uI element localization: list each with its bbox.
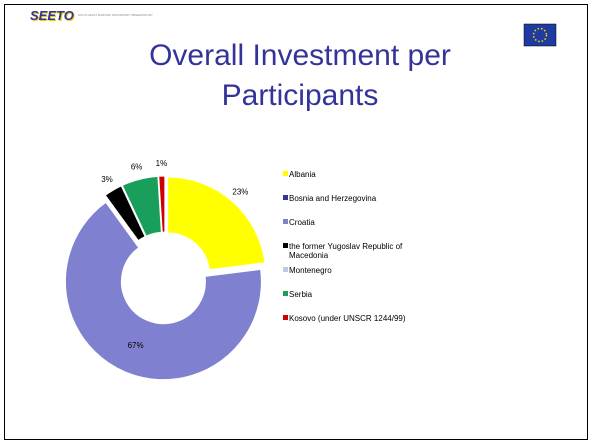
eu-flag [523,23,557,47]
legend-label: Serbia [289,290,313,299]
donut-slice [121,175,162,237]
logo: SEETO [30,8,74,23]
chart-title: Overall Investment per Participants [149,39,451,112]
legend-swatch [283,171,288,176]
legend-item: Kosovo (under UNSCR 1244/99) [283,314,413,338]
legend-swatch [283,315,288,320]
legend-label: Kosovo (under UNSCR 1244/99) [289,314,406,323]
donut-slice [158,175,166,233]
legend-swatch [283,219,288,224]
donut-slice [64,201,262,381]
data-label: 1% [156,159,168,168]
donut-slice [121,185,146,237]
slide-border [4,4,588,440]
legend-label: Montenegro [289,266,332,275]
legend-item: Bosnia and Herzegovina [283,194,413,218]
legend-swatch [283,291,288,296]
data-label: 23% [232,188,248,197]
legend-label: Croatia [289,218,315,227]
data-label: 3% [101,175,113,184]
legend-item: Albania [283,170,413,194]
data-label: 6% [131,163,143,172]
donut-slice [167,176,266,271]
legend-label: Bosnia and Herzegovina [289,194,377,203]
legend-swatch [283,195,288,200]
legend: Albania Bosnia and Herzegovina Croatia the … [283,170,413,338]
legend-item: Croatia [283,218,413,242]
logo-tagline: SOUTH EAST EUROPE TRANSPORT OBSERVATORY [78,13,153,17]
legend-label: the former Yugoslav Republic of Macedoni… [289,242,403,260]
legend-item: the former Yugoslav Republic of Macedoni… [283,242,413,266]
data-label: 67% [128,341,144,350]
legend-label: Albania [289,170,316,179]
legend-swatch [283,267,288,272]
legend-item: Montenegro [283,266,413,290]
legend-swatch [283,243,288,248]
legend-item: Serbia [283,290,413,314]
donut-slice [104,185,146,242]
